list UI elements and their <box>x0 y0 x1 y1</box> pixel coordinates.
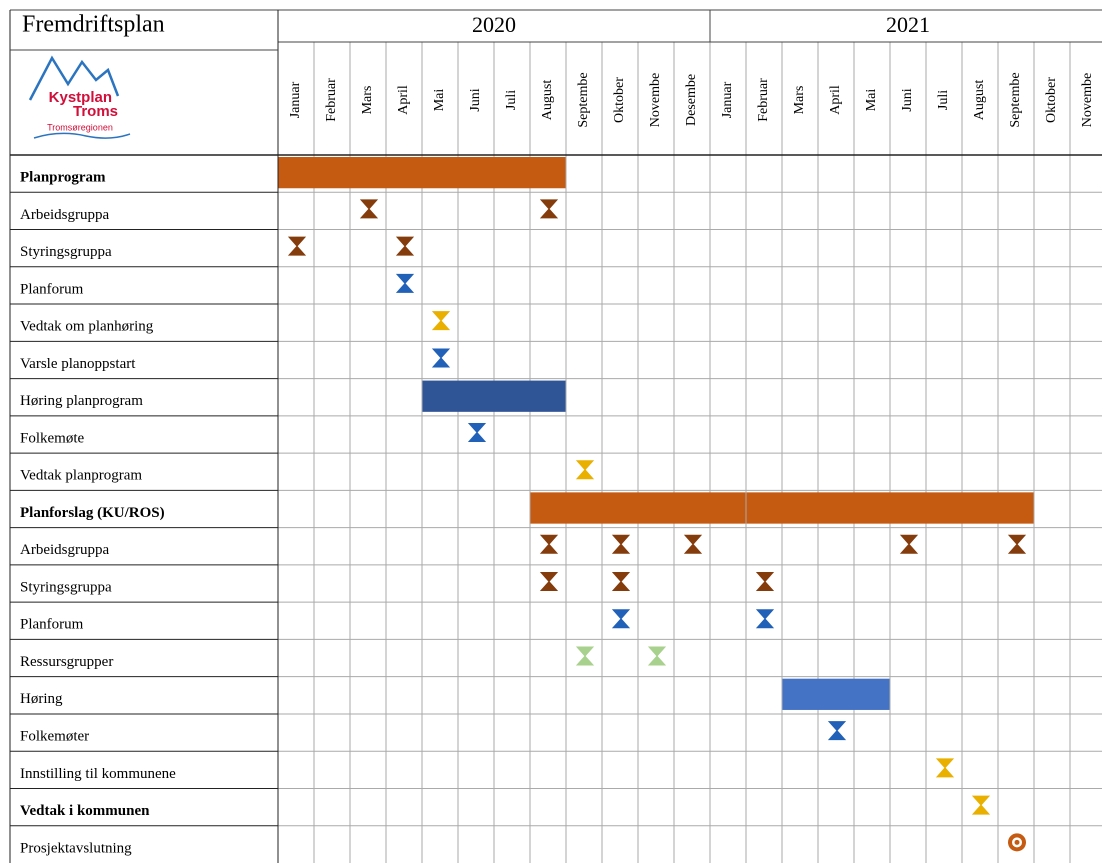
milestone <box>899 534 919 554</box>
row-label: Planforum <box>20 281 84 297</box>
month-label: Oktober <box>1044 77 1059 123</box>
logo-wave <box>33 132 131 139</box>
milestone <box>395 236 415 256</box>
month-label: August <box>540 80 555 121</box>
milestone <box>683 534 703 554</box>
month-label: Septembe <box>576 72 591 127</box>
milestone <box>431 311 451 331</box>
month-label: August <box>972 80 987 121</box>
month-label: Mai <box>864 89 879 112</box>
row-label: Vedtak om planhøring <box>20 319 154 335</box>
milestone <box>467 422 487 442</box>
year-label: 2021 <box>886 12 930 37</box>
row-label: Prosjektavslutning <box>20 840 132 856</box>
milestone <box>1008 833 1026 852</box>
row-label: Vedtak planprogram <box>20 468 142 484</box>
month-label: April <box>396 85 411 115</box>
milestone <box>539 572 559 592</box>
month-label: Desembe <box>684 74 699 126</box>
month-label: Februar <box>324 78 339 122</box>
title: Fremdriftsplan <box>22 12 165 38</box>
milestone <box>611 609 631 629</box>
year-label: 2020 <box>472 12 516 37</box>
row-label: Ressursgrupper <box>20 654 113 670</box>
milestone <box>539 534 559 554</box>
row-label: Styringsgruppa <box>20 579 112 595</box>
row-label: Planforslag (KU/ROS) <box>20 505 165 521</box>
milestone <box>755 572 775 592</box>
milestone <box>971 795 991 815</box>
milestone <box>539 199 559 219</box>
row-label: Folkemøter <box>20 728 89 744</box>
month-label: Oktober <box>612 77 627 123</box>
row-label: Styringsgruppa <box>20 244 112 260</box>
month-label: April <box>828 85 843 115</box>
row-label: Innstilling til kommunene <box>20 766 176 782</box>
month-label: Juni <box>468 88 483 111</box>
month-label: Januar <box>720 81 735 118</box>
logo-tagline: Tromsøregionen <box>47 122 113 132</box>
month-label: Januar <box>288 81 303 118</box>
bar <box>530 492 746 524</box>
month-label: Mars <box>360 86 375 115</box>
logo-text: Troms <box>73 103 118 120</box>
row-label: Folkemøte <box>20 430 85 446</box>
milestone <box>1007 534 1027 554</box>
row-label: Planprogram <box>20 170 106 186</box>
milestone <box>935 758 955 778</box>
milestone <box>287 236 307 256</box>
milestone <box>395 273 415 293</box>
milestone <box>611 534 631 554</box>
row-label: Varsle planoppstart <box>20 356 136 372</box>
milestone <box>575 646 595 666</box>
milestone <box>611 572 631 592</box>
logo-mountains <box>28 55 120 101</box>
milestone <box>827 721 847 741</box>
bar <box>746 492 1034 524</box>
milestone-ring <box>1014 839 1020 845</box>
milestone <box>755 609 775 629</box>
milestone <box>431 348 451 368</box>
milestone <box>647 646 667 666</box>
milestone <box>575 460 595 480</box>
month-label: Juni <box>900 88 915 111</box>
month-label: Juli <box>504 90 519 110</box>
row-label: Arbeidsgruppa <box>20 207 109 223</box>
month-label: Februar <box>756 78 771 122</box>
month-label: Mars <box>792 86 807 115</box>
bar <box>278 157 566 189</box>
month-label: Mai <box>432 89 447 112</box>
month-label: Novembe <box>1080 73 1095 127</box>
bar <box>782 678 890 710</box>
row-label: Arbeidsgruppa <box>20 542 109 558</box>
month-label: Juli <box>936 90 951 110</box>
row-label: Høring <box>20 691 63 707</box>
row-label: Høring planprogram <box>20 393 143 409</box>
month-label: Septembe <box>1008 72 1023 127</box>
month-label: Novembe <box>648 73 663 127</box>
milestone <box>359 199 379 219</box>
bar <box>422 380 566 412</box>
row-label: Planforum <box>20 617 84 633</box>
logo-text: Kystplan <box>49 89 112 106</box>
row-label: Vedtak i kommunen <box>20 803 150 819</box>
